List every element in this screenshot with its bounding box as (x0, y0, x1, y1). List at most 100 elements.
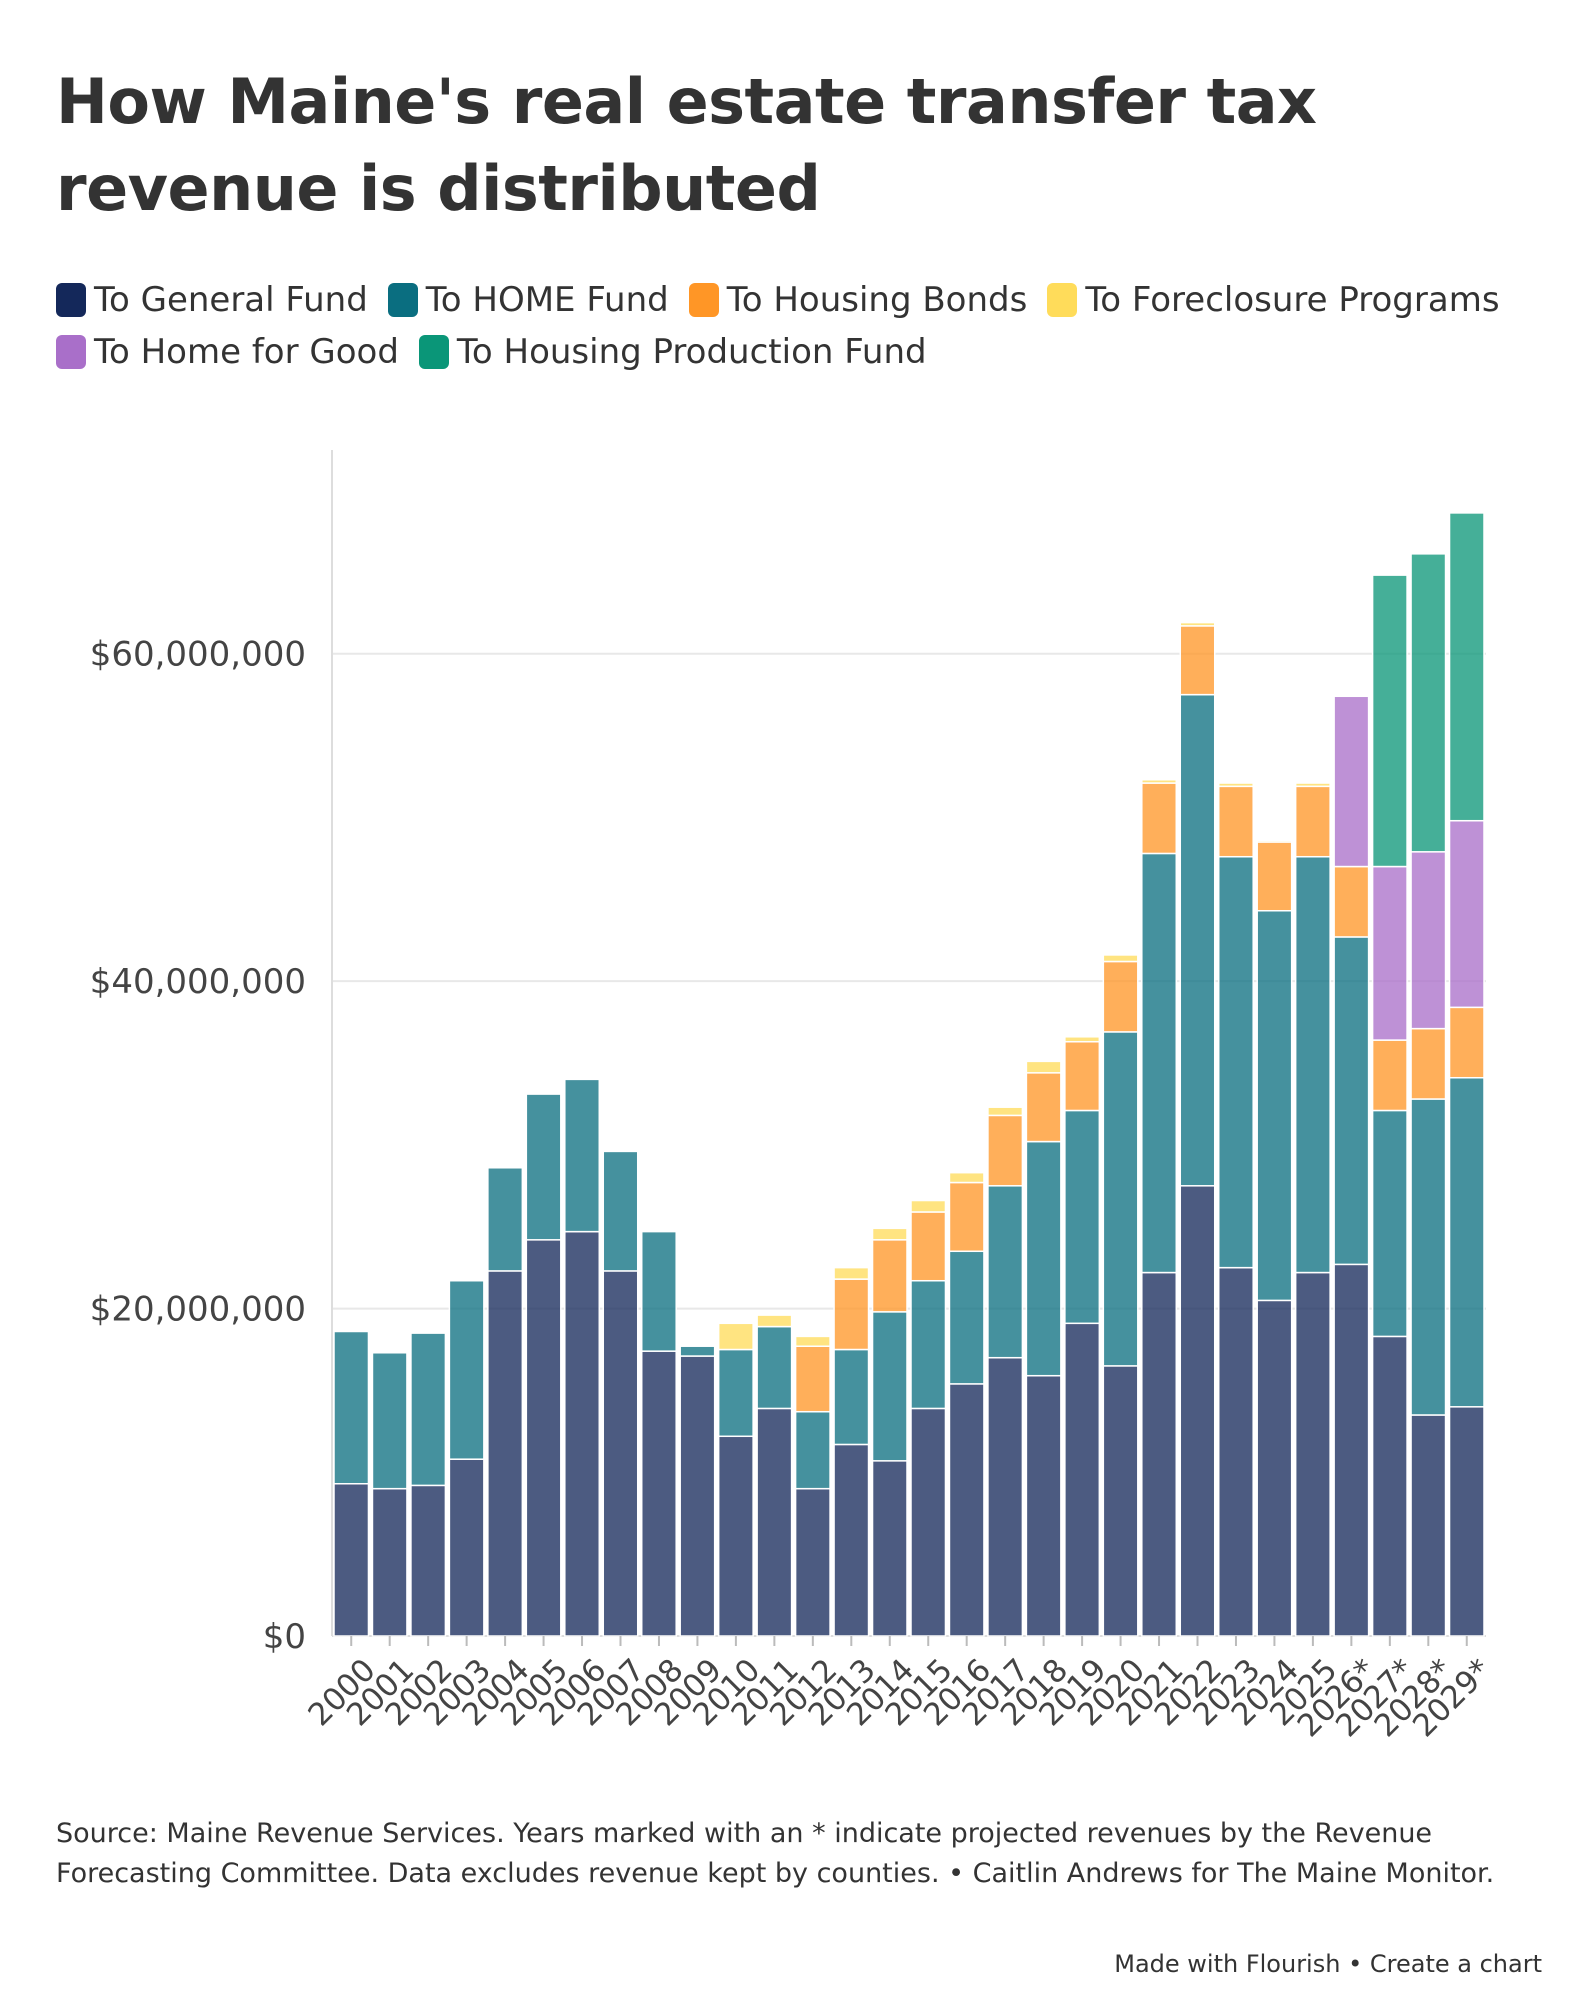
bar-segment[interactable] (679, 1345, 716, 1357)
bar-segment[interactable] (1025, 1072, 1062, 1143)
bar-segment[interactable] (333, 1482, 370, 1637)
bar-segment[interactable] (1025, 1140, 1062, 1377)
bar-segment[interactable] (640, 1350, 677, 1637)
bar-segment[interactable] (1256, 909, 1293, 1302)
bar-segment[interactable] (1064, 1036, 1101, 1043)
bar-segment[interactable] (987, 1106, 1024, 1117)
bar-segment[interactable] (1256, 841, 1293, 912)
bar-segment[interactable] (1448, 1006, 1485, 1079)
bar-segment[interactable] (1217, 782, 1254, 788)
bar-segment[interactable] (1371, 865, 1408, 1041)
bar-segment[interactable] (1179, 625, 1216, 696)
bar-segment[interactable] (717, 1348, 754, 1438)
bar-segment[interactable] (987, 1356, 1024, 1637)
bar-segment[interactable] (1025, 1060, 1062, 1074)
bar-segment[interactable] (1294, 782, 1331, 788)
legend-item[interactable]: To Foreclosure Programs (1047, 274, 1500, 326)
bar-segment[interactable] (333, 1330, 370, 1485)
legend-item[interactable]: To General Fund (56, 274, 368, 326)
bar-segment[interactable] (1448, 819, 1485, 1009)
bar-segment[interactable] (564, 1230, 601, 1637)
bar-segment[interactable] (910, 1279, 947, 1410)
bar-segment[interactable] (1333, 865, 1370, 938)
bar-segment[interactable] (1102, 954, 1139, 963)
bar-segment[interactable] (640, 1230, 677, 1352)
bar-segment[interactable] (1102, 1365, 1139, 1637)
bar-segment[interactable] (871, 1239, 908, 1313)
bar-segment[interactable] (717, 1435, 754, 1637)
bar-segment[interactable] (987, 1114, 1024, 1187)
bar-segment[interactable] (948, 1171, 985, 1184)
bar-segment[interactable] (756, 1407, 793, 1637)
bar-segment[interactable] (1294, 1271, 1331, 1637)
bar-segment[interactable] (910, 1199, 947, 1213)
bar-segment[interactable] (1333, 1263, 1370, 1637)
bar-segment[interactable] (679, 1355, 716, 1637)
bar-segment[interactable] (410, 1484, 447, 1637)
bar-segment[interactable] (487, 1270, 524, 1637)
bar-segment[interactable] (1064, 1109, 1101, 1325)
create-chart-link[interactable]: Create a chart (1369, 1950, 1542, 1978)
bar-segment[interactable] (1217, 855, 1254, 1269)
bar-segment[interactable] (1217, 785, 1254, 858)
bar-segment[interactable] (1064, 1322, 1101, 1637)
bar-segment[interactable] (1410, 1414, 1447, 1637)
bar-segment[interactable] (410, 1332, 447, 1487)
bar-segment[interactable] (794, 1335, 831, 1347)
bar-segment[interactable] (371, 1487, 408, 1637)
bar-segment[interactable] (1448, 1076, 1485, 1408)
bar-segment[interactable] (871, 1311, 908, 1462)
bar-segment[interactable] (1256, 839, 1293, 843)
bar-segment[interactable] (1371, 1109, 1408, 1338)
bar-segment[interactable] (448, 1458, 485, 1637)
bar-segment[interactable] (948, 1181, 985, 1253)
bar-segment[interactable] (1448, 1406, 1485, 1637)
bar-segment[interactable] (1141, 782, 1178, 855)
bar-segment[interactable] (1256, 1299, 1293, 1637)
bar-segment[interactable] (371, 1352, 408, 1490)
bar-segment[interactable] (833, 1266, 870, 1280)
made-with-link[interactable]: Made with Flourish (1114, 1950, 1341, 1978)
bar-segment[interactable] (525, 1093, 562, 1241)
bar-segment[interactable] (1410, 1027, 1447, 1100)
bar-segment[interactable] (487, 1167, 524, 1272)
bar-segment[interactable] (1294, 855, 1331, 1274)
bar-segment[interactable] (1025, 1374, 1062, 1637)
bar-segment[interactable] (794, 1410, 831, 1490)
bar-segment[interactable] (1179, 693, 1216, 1187)
legend-item[interactable]: To Housing Bonds (688, 274, 1027, 326)
bar-segment[interactable] (871, 1460, 908, 1637)
legend-item[interactable]: To Housing Production Fund (418, 326, 927, 378)
bar-segment[interactable] (1179, 621, 1216, 627)
bar-segment[interactable] (564, 1078, 601, 1233)
bar-segment[interactable] (1141, 779, 1178, 784)
flourish-credit[interactable]: Made with Flourish • Create a chart (1114, 1950, 1542, 1978)
bar-segment[interactable] (1410, 1098, 1447, 1416)
bar-segment[interactable] (1179, 1185, 1216, 1637)
bar-segment[interactable] (987, 1185, 1024, 1359)
bar-segment[interactable] (602, 1270, 639, 1637)
bar-segment[interactable] (833, 1348, 870, 1446)
bar-segment[interactable] (948, 1250, 985, 1385)
bar-segment[interactable] (871, 1227, 908, 1241)
bar-segment[interactable] (1217, 1266, 1254, 1637)
bar-segment[interactable] (1294, 785, 1331, 858)
bar-segment[interactable] (794, 1345, 831, 1413)
bar-segment[interactable] (1371, 574, 1408, 868)
bar-segment[interactable] (1064, 1040, 1101, 1112)
bar-segment[interactable] (756, 1314, 793, 1328)
bar-segment[interactable] (794, 1487, 831, 1637)
bar-segment[interactable] (1333, 695, 1370, 868)
bar-segment[interactable] (1333, 936, 1370, 1266)
bar-segment[interactable] (1102, 960, 1139, 1033)
bar-segment[interactable] (1371, 1335, 1408, 1637)
bar-segment[interactable] (910, 1407, 947, 1637)
bar-segment[interactable] (448, 1279, 485, 1460)
bar-segment[interactable] (1410, 851, 1447, 1030)
bar-segment[interactable] (717, 1322, 754, 1351)
legend-item[interactable]: To Home for Good (56, 326, 399, 378)
bar-segment[interactable] (1102, 1031, 1139, 1367)
bar-segment[interactable] (910, 1211, 947, 1282)
bar-segment[interactable] (948, 1383, 985, 1637)
bar-segment[interactable] (1448, 512, 1485, 822)
